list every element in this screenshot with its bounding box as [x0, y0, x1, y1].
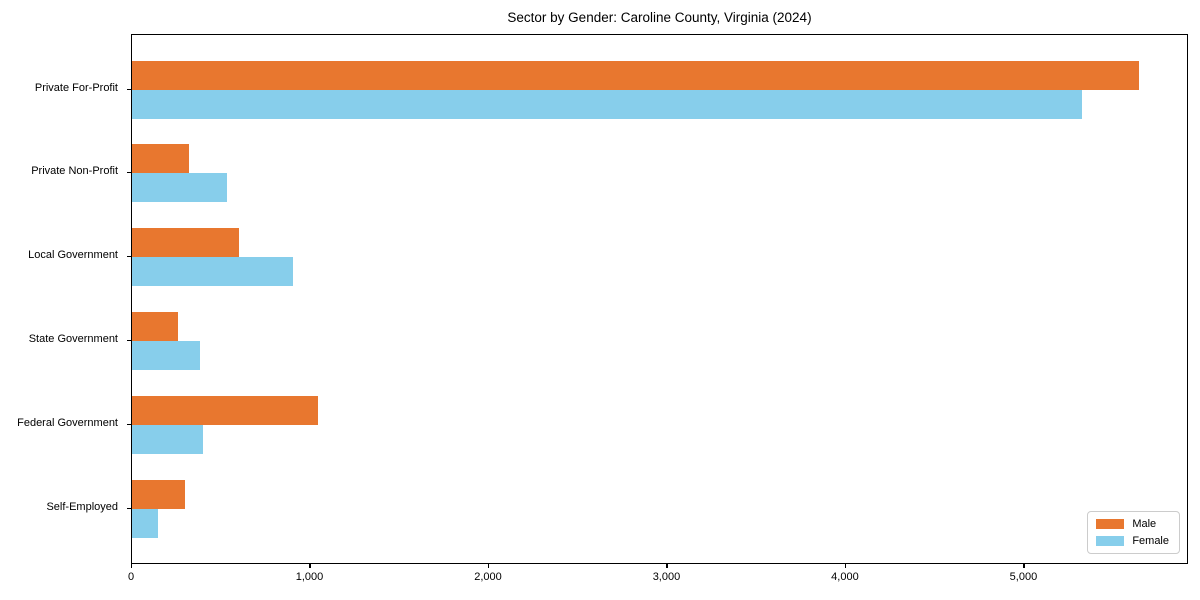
- x-tick-label: 2,000: [474, 571, 502, 583]
- legend-swatch-male: [1096, 519, 1125, 529]
- y-tick-label: Self-Employed: [46, 500, 118, 513]
- y-tick-mark: [127, 172, 131, 174]
- y-tick-mark: [127, 339, 131, 342]
- x-tick-label: 5,000: [1009, 571, 1038, 583]
- bar-male-1: [132, 144, 190, 174]
- x-tick-label: 3,000: [652, 571, 681, 583]
- y-tick-label: State Government: [28, 332, 118, 345]
- bar-male-2: [132, 228, 240, 258]
- x-tick-mark: [666, 564, 668, 568]
- y-tick-label: Private For-Profit: [34, 81, 118, 94]
- y-tick-label: Local Government: [28, 249, 118, 262]
- bar-female-3: [132, 340, 200, 370]
- y-tick-mark: [127, 423, 131, 425]
- bar-male-5: [132, 479, 185, 509]
- x-tick-label: 0: [127, 571, 135, 583]
- bar-male-4: [132, 395, 318, 425]
- bar-male-3: [132, 311, 179, 341]
- bar-female-5: [132, 508, 158, 538]
- bar-female-0: [132, 89, 1082, 119]
- y-tick-mark: [127, 256, 131, 258]
- bar-male-0: [132, 60, 1139, 90]
- x-tick-mark: [1023, 564, 1025, 568]
- bar-female-2: [132, 257, 293, 287]
- x-tick-mark: [131, 564, 133, 568]
- legend-swatch-female: [1096, 536, 1125, 546]
- chart-title: Sector by Gender: Caroline County, Virgi…: [507, 10, 812, 25]
- x-tick-label: 4,000: [831, 571, 859, 583]
- legend-label: Male: [1132, 518, 1157, 530]
- bar-female-1: [132, 173, 227, 203]
- x-tick-mark: [487, 564, 490, 568]
- bar-female-4: [132, 424, 204, 454]
- x-tick-mark: [309, 564, 311, 568]
- x-tick-label: 1,000: [295, 571, 324, 583]
- legend: Male Female: [1087, 511, 1180, 554]
- y-tick-label: Federal Government: [17, 416, 118, 429]
- y-tick-mark: [127, 507, 131, 509]
- legend-label: Female: [1132, 535, 1169, 547]
- legend-item-male: Male: [1096, 518, 1169, 530]
- x-tick-mark: [844, 564, 847, 568]
- plot-area: Male Female: [131, 34, 1188, 564]
- legend-item-female: Female: [1096, 535, 1169, 547]
- y-tick-label: Private Non-Profit: [31, 165, 118, 178]
- y-tick-mark: [127, 88, 131, 90]
